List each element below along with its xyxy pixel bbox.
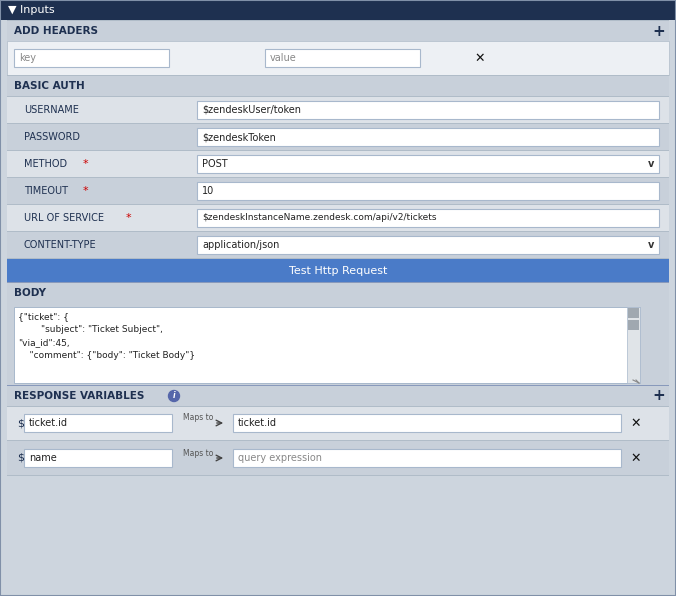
Text: RESPONSE VARIABLES: RESPONSE VARIABLES bbox=[14, 391, 145, 401]
Text: Test Http Request: Test Http Request bbox=[289, 265, 387, 275]
Bar bbox=[7, 21, 669, 41]
Bar bbox=[7, 205, 669, 231]
Text: +: + bbox=[652, 23, 665, 39]
Text: value: value bbox=[270, 53, 297, 63]
Bar bbox=[14, 49, 169, 67]
Text: ✕: ✕ bbox=[631, 417, 642, 430]
Bar bbox=[233, 449, 621, 467]
Text: "comment": {"body": "Ticket Body"}: "comment": {"body": "Ticket Body"} bbox=[18, 352, 195, 361]
Text: ✕: ✕ bbox=[631, 452, 642, 464]
Bar bbox=[7, 123, 669, 124]
Bar bbox=[7, 75, 669, 76]
Text: BASIC AUTH: BASIC AUTH bbox=[14, 81, 84, 91]
Bar bbox=[7, 97, 669, 123]
Text: METHOD: METHOD bbox=[24, 159, 67, 169]
Text: 10: 10 bbox=[202, 186, 214, 196]
Bar bbox=[628, 320, 639, 330]
Text: TIMEOUT: TIMEOUT bbox=[24, 186, 68, 196]
Bar bbox=[7, 282, 669, 283]
Text: "via_id":45,: "via_id":45, bbox=[18, 339, 70, 347]
Text: Maps to: Maps to bbox=[183, 414, 214, 423]
Bar bbox=[265, 49, 420, 67]
Text: ticket.id: ticket.id bbox=[29, 418, 68, 428]
Text: USERNAME: USERNAME bbox=[24, 105, 79, 115]
Bar bbox=[628, 308, 639, 318]
Bar bbox=[7, 232, 669, 258]
Bar bbox=[7, 76, 669, 96]
Bar bbox=[7, 259, 669, 282]
Text: "subject": "Ticket Subject",: "subject": "Ticket Subject", bbox=[18, 325, 163, 334]
Bar bbox=[233, 414, 621, 432]
Text: URL OF SERVICE: URL OF SERVICE bbox=[24, 213, 104, 223]
Text: name: name bbox=[29, 453, 57, 463]
Bar bbox=[7, 150, 669, 151]
Bar bbox=[7, 151, 669, 177]
Bar bbox=[7, 258, 669, 259]
Text: PASSWORD: PASSWORD bbox=[24, 132, 80, 142]
Bar bbox=[24, 414, 172, 432]
Bar bbox=[197, 236, 659, 254]
Bar bbox=[7, 178, 669, 204]
Bar bbox=[7, 406, 669, 440]
Text: $zendeskToken: $zendeskToken bbox=[202, 132, 276, 142]
Text: *: * bbox=[126, 213, 132, 223]
Bar bbox=[7, 303, 669, 385]
Bar bbox=[7, 441, 669, 475]
Text: Maps to: Maps to bbox=[183, 449, 214, 458]
Bar bbox=[7, 406, 669, 407]
Bar bbox=[627, 307, 640, 383]
Text: CONTENT-TYPE: CONTENT-TYPE bbox=[24, 240, 97, 250]
Bar bbox=[7, 440, 669, 441]
Bar bbox=[7, 475, 669, 476]
Text: ✕: ✕ bbox=[475, 51, 485, 64]
Text: key: key bbox=[19, 53, 36, 63]
Text: $zendeskInstanceName.zendesk.com/api/v2/tickets: $zendeskInstanceName.zendesk.com/api/v2/… bbox=[202, 213, 437, 222]
Bar bbox=[7, 385, 669, 386]
Text: {"ticket": {: {"ticket": { bbox=[18, 312, 69, 321]
Text: ▼ Inputs: ▼ Inputs bbox=[8, 5, 55, 15]
Bar bbox=[7, 20, 669, 21]
Text: v: v bbox=[648, 240, 654, 250]
Text: v: v bbox=[648, 159, 654, 169]
Bar bbox=[197, 101, 659, 119]
Text: $: $ bbox=[17, 418, 24, 428]
Bar bbox=[7, 96, 669, 97]
Bar bbox=[7, 204, 669, 205]
Bar bbox=[7, 177, 669, 178]
Bar bbox=[197, 155, 659, 173]
Text: *: * bbox=[83, 186, 89, 196]
Bar bbox=[7, 283, 669, 303]
Bar bbox=[7, 386, 669, 406]
Text: +: + bbox=[652, 389, 665, 403]
Circle shape bbox=[168, 390, 180, 402]
Bar bbox=[14, 307, 640, 383]
Text: i: i bbox=[172, 392, 175, 401]
Text: ticket.id: ticket.id bbox=[238, 418, 277, 428]
Text: BODY: BODY bbox=[14, 288, 46, 298]
Bar bbox=[197, 128, 659, 146]
Bar bbox=[24, 449, 172, 467]
Bar bbox=[7, 231, 669, 232]
Text: ADD HEADERS: ADD HEADERS bbox=[14, 26, 98, 36]
Text: *: * bbox=[83, 159, 89, 169]
Text: $zendeskUser/token: $zendeskUser/token bbox=[202, 105, 301, 115]
Bar bbox=[7, 41, 669, 75]
Bar bbox=[197, 182, 659, 200]
Text: application/json: application/json bbox=[202, 240, 279, 250]
Text: query expression: query expression bbox=[238, 453, 322, 463]
Bar bbox=[0, 0, 676, 20]
Text: POST: POST bbox=[202, 159, 228, 169]
Bar bbox=[197, 209, 659, 227]
Bar bbox=[7, 124, 669, 150]
Text: $: $ bbox=[17, 453, 24, 463]
